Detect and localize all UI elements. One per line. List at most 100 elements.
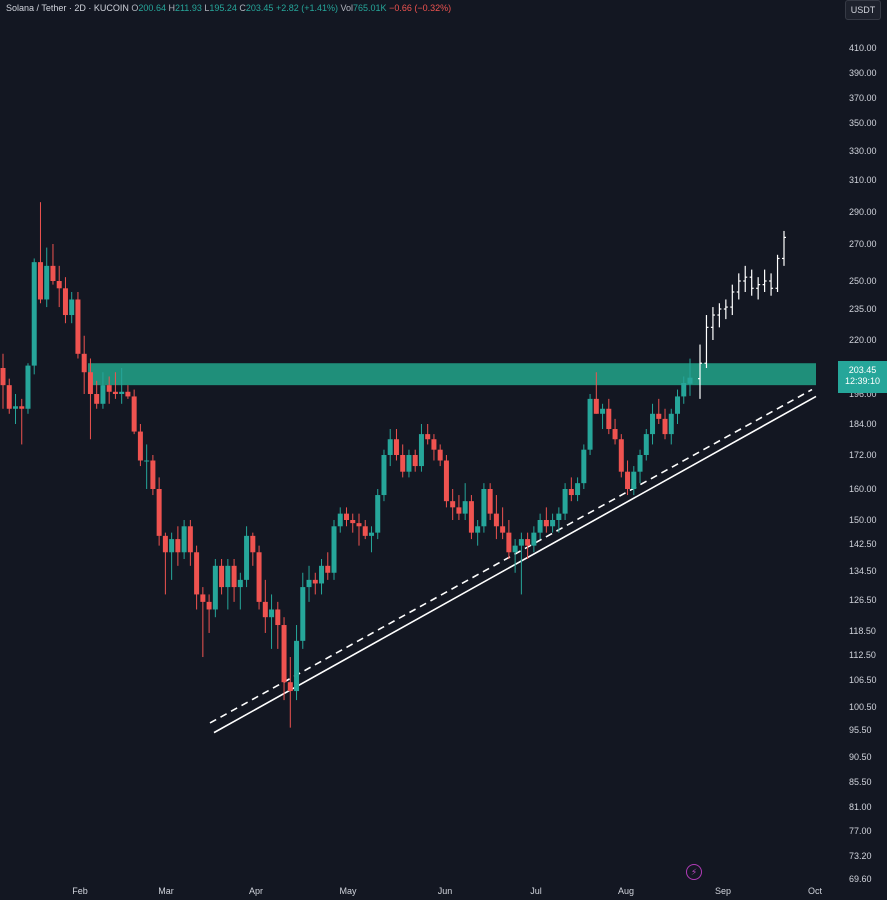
candle[interactable] [81,335,87,394]
candle[interactable] [631,466,637,496]
candle[interactable] [656,398,662,424]
candle[interactable] [106,376,112,404]
candle[interactable] [75,291,81,359]
candle[interactable] [406,449,412,478]
candle[interactable] [350,513,356,533]
candle[interactable] [450,489,456,520]
candle[interactable] [512,539,518,573]
candle[interactable] [294,625,300,701]
candle[interactable] [600,403,606,430]
candle[interactable] [12,394,18,424]
candle[interactable] [162,532,168,595]
candle[interactable] [425,424,431,445]
candle[interactable] [62,277,68,324]
candle[interactable] [431,434,437,461]
candle[interactable] [244,526,250,588]
candle[interactable] [19,398,25,445]
candle[interactable] [518,532,524,595]
candle[interactable] [212,558,218,618]
candle[interactable] [537,513,543,540]
candle[interactable] [337,507,343,533]
candle[interactable] [119,368,125,404]
candle[interactable] [50,244,56,285]
candle[interactable] [256,545,262,610]
support-trendline-dashed[interactable] [209,388,813,724]
candle[interactable] [181,520,187,559]
candle[interactable] [287,657,293,728]
candle[interactable] [531,526,537,553]
candle[interactable] [606,398,612,435]
candle[interactable] [493,495,499,540]
candle[interactable] [581,444,587,489]
candle[interactable] [112,372,118,399]
candle[interactable] [543,507,549,533]
candle[interactable] [125,385,131,399]
symbol-title[interactable]: Solana / Tether · 2D · KUCOIN [6,3,129,13]
candle[interactable] [418,424,424,472]
candle[interactable] [194,545,200,610]
candle[interactable] [375,489,381,540]
candle[interactable] [506,520,512,559]
candle[interactable] [331,520,337,580]
candle[interactable] [675,389,681,424]
lightning-icon[interactable]: ⚡ [686,864,702,880]
candle[interactable] [650,403,656,445]
candle[interactable] [387,429,393,467]
candle[interactable] [306,565,312,602]
candle[interactable] [156,477,162,546]
candle[interactable] [87,358,93,440]
candle[interactable] [612,418,618,445]
candle[interactable] [275,601,281,649]
candle[interactable] [175,526,181,566]
candle[interactable] [662,408,668,440]
candle[interactable] [69,291,75,324]
candle[interactable] [94,380,100,409]
candle[interactable] [625,460,631,496]
candle[interactable] [568,477,574,502]
candle[interactable] [481,483,487,533]
currency-badge[interactable]: USDT [845,0,881,20]
candle[interactable] [475,520,481,546]
candle[interactable] [169,532,175,580]
candle[interactable] [550,513,556,533]
candle[interactable] [262,579,268,633]
candle[interactable] [462,483,468,520]
candle[interactable] [231,558,237,602]
candle[interactable] [393,429,399,461]
candle[interactable] [344,507,349,527]
candle[interactable] [187,520,193,566]
candle[interactable] [237,572,243,610]
candle[interactable] [56,265,62,308]
candle[interactable] [575,477,581,502]
candle[interactable] [281,617,287,701]
candle[interactable] [44,247,50,308]
candle[interactable] [356,513,362,546]
candle[interactable] [325,552,331,580]
candle[interactable] [637,449,643,484]
candle[interactable] [206,594,212,633]
candle[interactable] [362,520,368,540]
resistance-zone[interactable] [88,363,816,386]
candle[interactable] [150,455,156,496]
candle[interactable] [131,389,137,435]
candle[interactable] [643,429,649,461]
candle[interactable] [587,394,593,455]
candle[interactable] [144,444,150,489]
candle[interactable] [219,558,225,595]
candle[interactable] [668,408,674,445]
candle[interactable] [456,495,462,520]
candle[interactable] [269,594,275,649]
candle[interactable] [368,526,374,553]
candle[interactable] [225,558,231,610]
candle[interactable] [200,587,206,658]
candle[interactable] [500,507,506,540]
candle[interactable] [300,572,306,649]
candle[interactable] [468,495,474,540]
candle[interactable] [681,376,687,404]
candle[interactable] [618,434,624,478]
candle[interactable] [250,532,256,566]
candle[interactable] [525,532,531,559]
candle[interactable] [319,558,325,595]
candle[interactable] [593,372,599,414]
